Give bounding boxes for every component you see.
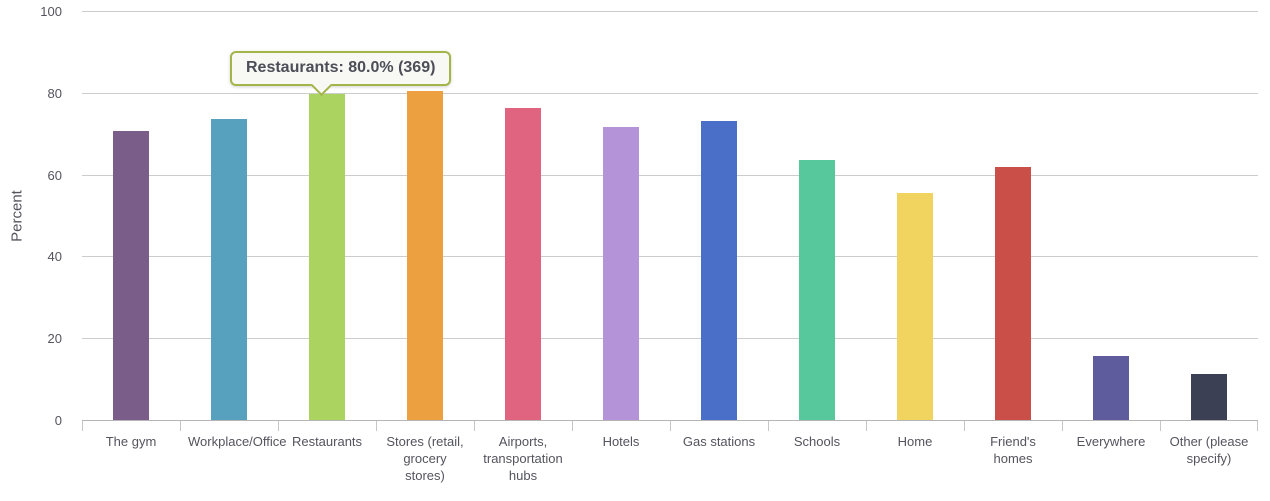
x-axis-tick	[1257, 421, 1258, 431]
y-tick-label-100: 100	[40, 4, 62, 19]
gridline-y-20	[82, 338, 1258, 340]
bar-hotels[interactable]	[603, 126, 639, 421]
x-label-hotels: Hotels	[602, 434, 640, 449]
bar-gas-stations[interactable]	[701, 120, 737, 421]
gridline-y-40	[82, 256, 1258, 258]
y-tick-label-20: 20	[47, 331, 62, 347]
x-label-friend-s-homes: Friend's homes	[990, 434, 1036, 466]
y-tick-label-80: 80	[47, 85, 62, 101]
bar-other-please-specify[interactable]	[1191, 373, 1227, 421]
x-label-everywhere: Everywhere	[1076, 434, 1146, 449]
x-axis-tick	[474, 421, 475, 431]
x-label-schools: Schools	[793, 434, 841, 449]
x-axis-line	[82, 420, 1258, 421]
x-label-airports-transportation-hubs: Airports, transportation hubs	[483, 434, 563, 483]
gridline-y-80	[82, 92, 1258, 94]
x-label-gas-stations: Gas stations	[682, 434, 756, 449]
tooltip: Restaurants: 80.0% (369)	[230, 51, 452, 96]
tooltip-text: Restaurants: 80.0% (369)	[246, 59, 436, 76]
x-axis-tick	[964, 421, 965, 431]
bar-schools[interactable]	[799, 160, 835, 421]
bar-everywhere[interactable]	[1093, 355, 1129, 421]
x-label-other-please-specify: Other (please specify)	[1169, 434, 1249, 466]
x-axis-tick	[376, 421, 377, 431]
x-axis-tick	[278, 421, 279, 431]
bar-the-gym[interactable]	[113, 130, 149, 421]
plot-area	[82, 11, 1258, 431]
x-axis-tick	[572, 421, 573, 431]
x-label-home: Home	[897, 434, 933, 449]
x-axis-tick	[1160, 421, 1161, 431]
x-label-the-gym: The gym	[105, 434, 157, 449]
bar-restaurants[interactable]	[309, 93, 345, 421]
bar-workplace-office[interactable]	[211, 119, 247, 421]
bar-airports-transportation-hubs[interactable]	[505, 107, 541, 421]
y-tick-label-40: 40	[47, 249, 62, 265]
x-label-workplace-office: Workplace/⁠Office	[188, 434, 287, 449]
bar-home[interactable]	[897, 192, 933, 421]
x-axis-tick	[180, 421, 181, 431]
bar-friend-s-homes[interactable]	[995, 167, 1031, 421]
x-axis-labels: The gym Workplace/⁠Office Restaurants Store…	[82, 421, 1258, 501]
x-label-stores-retail-grocery-stores: Stores (retail, grocery stores)	[386, 434, 464, 483]
bar-stores-retail-grocery-stores[interactable]	[407, 91, 443, 421]
y-tick-label-0: 0	[54, 413, 62, 428]
x-axis-tick	[1062, 421, 1063, 431]
x-axis-tick	[82, 421, 83, 431]
x-axis-tick	[670, 421, 671, 431]
x-axis-tick	[866, 421, 867, 431]
x-axis-tick	[768, 421, 769, 431]
gridline-y-100	[82, 11, 1258, 12]
y-tick-label-60: 60	[47, 167, 62, 183]
x-label-restaurants: Restaurants	[291, 434, 363, 449]
gridline-y-60	[82, 174, 1258, 176]
y-axis-tick-labels: 0 20 40 60 80 100	[0, 4, 62, 428]
